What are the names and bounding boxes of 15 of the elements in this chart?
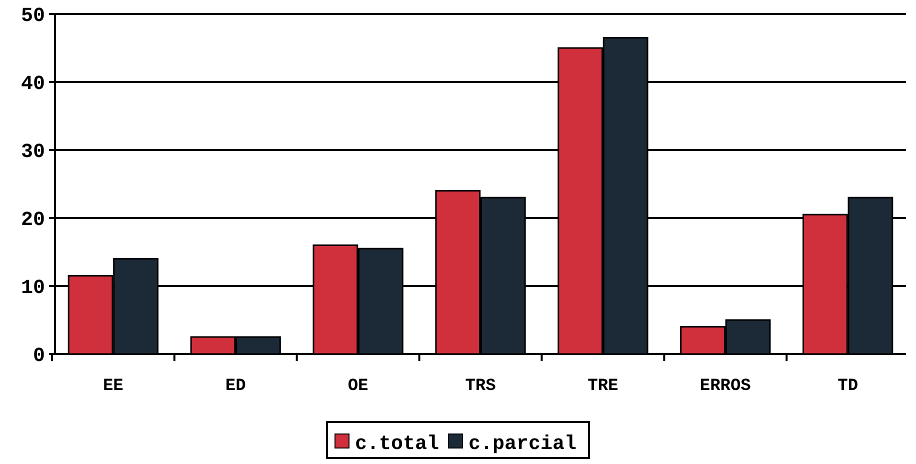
x-tick-label: ERROS	[700, 377, 751, 396]
y-tick-label: 30	[20, 141, 45, 164]
x-tick-label: TRS	[465, 377, 496, 396]
legend-label: c.parcial	[468, 433, 577, 456]
y-tick-label: 20	[20, 209, 45, 232]
x-tick-label: EE	[102, 377, 124, 396]
y-tick-label: 40	[20, 73, 45, 96]
x-tick-label: OE	[348, 377, 368, 396]
legend-label: c.total	[355, 433, 440, 456]
y-tick-label: 50	[20, 5, 45, 28]
x-tick-label: TD	[838, 377, 858, 396]
y-tick-label: 10	[20, 277, 45, 300]
x-tick-label: ED	[225, 377, 246, 396]
x-tick-label: TRE	[588, 377, 618, 396]
y-tick-label: 0	[32, 345, 45, 368]
